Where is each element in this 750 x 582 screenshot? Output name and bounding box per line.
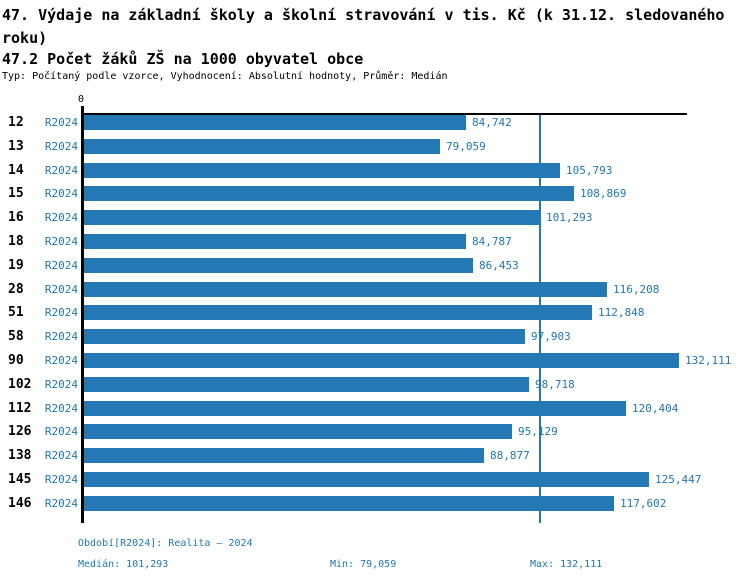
row-series-label: R2024 xyxy=(44,473,78,486)
bar xyxy=(84,115,466,130)
bar-row: 15 R2024 108,869 xyxy=(0,186,750,201)
row-series-label: R2024 xyxy=(44,235,78,248)
row-series-label: R2024 xyxy=(44,283,78,296)
bar-value-label: 98,718 xyxy=(535,378,575,391)
bar-value-label: 97,903 xyxy=(531,330,571,343)
row-category-label: 145 xyxy=(8,472,32,487)
bar xyxy=(84,448,484,463)
bar-row: 126 R2024 95,129 xyxy=(0,424,750,439)
y-axis-line xyxy=(81,106,84,523)
row-series-label: R2024 xyxy=(44,402,78,415)
bar-row: 18 R2024 84,787 xyxy=(0,234,750,249)
footer-max-stat: Max: 132,111 xyxy=(530,559,603,570)
bar-value-label: 117,602 xyxy=(620,497,667,510)
bar-row: 112 R2024 120,404 xyxy=(0,401,750,416)
footer-period-label: Období[R2024]: Realita – 2024 xyxy=(78,538,253,549)
bar-value-label: 116,208 xyxy=(613,283,660,296)
bar xyxy=(84,424,512,439)
bar xyxy=(84,186,574,201)
bar xyxy=(84,163,560,178)
bar-row: 58 R2024 97,903 xyxy=(0,329,750,344)
row-series-label: R2024 xyxy=(44,306,78,319)
bar-row: 12 R2024 84,742 xyxy=(0,115,750,130)
bar-row: 19 R2024 86,453 xyxy=(0,258,750,273)
bar xyxy=(84,472,649,487)
bar-value-label: 79,059 xyxy=(446,140,486,153)
bar-value-label: 120,404 xyxy=(632,402,679,415)
bar-value-label: 88,877 xyxy=(490,449,530,462)
x-axis-line xyxy=(81,113,687,115)
bar xyxy=(84,401,626,416)
row-series-label: R2024 xyxy=(44,497,78,510)
row-category-label: 13 xyxy=(8,139,24,154)
bar xyxy=(84,329,525,344)
bar-row: 146 R2024 117,602 xyxy=(0,496,750,511)
row-series-label: R2024 xyxy=(44,425,78,438)
bar-value-label: 95,129 xyxy=(518,425,558,438)
row-series-label: R2024 xyxy=(44,116,78,129)
row-series-label: R2024 xyxy=(44,330,78,343)
bar-row: 28 R2024 116,208 xyxy=(0,282,750,297)
row-series-label: R2024 xyxy=(44,211,78,224)
row-category-label: 16 xyxy=(8,210,24,225)
bar-row: 102 R2024 98,718 xyxy=(0,377,750,392)
bar-value-label: 132,111 xyxy=(685,354,732,367)
row-category-label: 15 xyxy=(8,186,24,201)
row-category-label: 12 xyxy=(8,115,24,130)
bar-row: 16 R2024 101,293 xyxy=(0,210,750,225)
row-series-label: R2024 xyxy=(44,378,78,391)
row-category-label: 51 xyxy=(8,305,24,320)
bar-value-label: 105,793 xyxy=(566,164,613,177)
bar-value-label: 101,293 xyxy=(546,211,593,224)
bar-row: 14 R2024 105,793 xyxy=(0,163,750,178)
row-category-label: 146 xyxy=(8,496,32,511)
bar-value-label: 86,453 xyxy=(479,259,519,272)
row-category-label: 58 xyxy=(8,329,24,344)
bar-row: 13 R2024 79,059 xyxy=(0,139,750,154)
footer-median-stat: Medián: 101,293 xyxy=(78,559,169,570)
row-series-label: R2024 xyxy=(44,259,78,272)
row-series-label: R2024 xyxy=(44,187,78,200)
bar xyxy=(84,282,607,297)
row-category-label: 102 xyxy=(8,377,32,392)
bar xyxy=(84,210,540,225)
chart-title: 47. Výdaje na základní školy a školní st… xyxy=(2,6,725,47)
row-category-label: 18 xyxy=(8,234,24,249)
x-axis-zero-tick-label: 0 xyxy=(77,94,85,105)
bar-value-label: 84,742 xyxy=(472,116,512,129)
row-category-label: 28 xyxy=(8,282,24,297)
bar-value-label: 84,787 xyxy=(472,235,512,248)
row-series-label: R2024 xyxy=(44,140,78,153)
chart-meta-line: Typ: Počítaný podle vzorce, Vyhodnocení:… xyxy=(2,71,448,82)
row-category-label: 138 xyxy=(8,448,32,463)
chart-subtitle: 47.2 Počet žáků ZŠ na 1000 obyvatel obce xyxy=(2,50,364,68)
bar xyxy=(84,258,473,273)
row-category-label: 112 xyxy=(8,401,32,416)
bar-row: 145 R2024 125,447 xyxy=(0,472,750,487)
bar xyxy=(84,234,466,249)
row-category-label: 126 xyxy=(8,424,32,439)
bar-row: 51 R2024 112,848 xyxy=(0,305,750,320)
row-series-label: R2024 xyxy=(44,354,78,367)
bar xyxy=(84,305,592,320)
bar-row: 90 R2024 132,111 xyxy=(0,353,750,368)
row-series-label: R2024 xyxy=(44,164,78,177)
bar xyxy=(84,139,440,154)
footer-min-stat: Min: 79,059 xyxy=(330,559,397,570)
row-category-label: 14 xyxy=(8,163,24,178)
row-category-label: 90 xyxy=(8,353,24,368)
bar xyxy=(84,353,679,368)
row-series-label: R2024 xyxy=(44,449,78,462)
bar-row: 138 R2024 88,877 xyxy=(0,448,750,463)
bar-value-label: 108,869 xyxy=(580,187,627,200)
bar-value-label: 125,447 xyxy=(655,473,702,486)
bar xyxy=(84,377,529,392)
bar-value-label: 112,848 xyxy=(598,306,645,319)
bar xyxy=(84,496,614,511)
row-category-label: 19 xyxy=(8,258,24,273)
